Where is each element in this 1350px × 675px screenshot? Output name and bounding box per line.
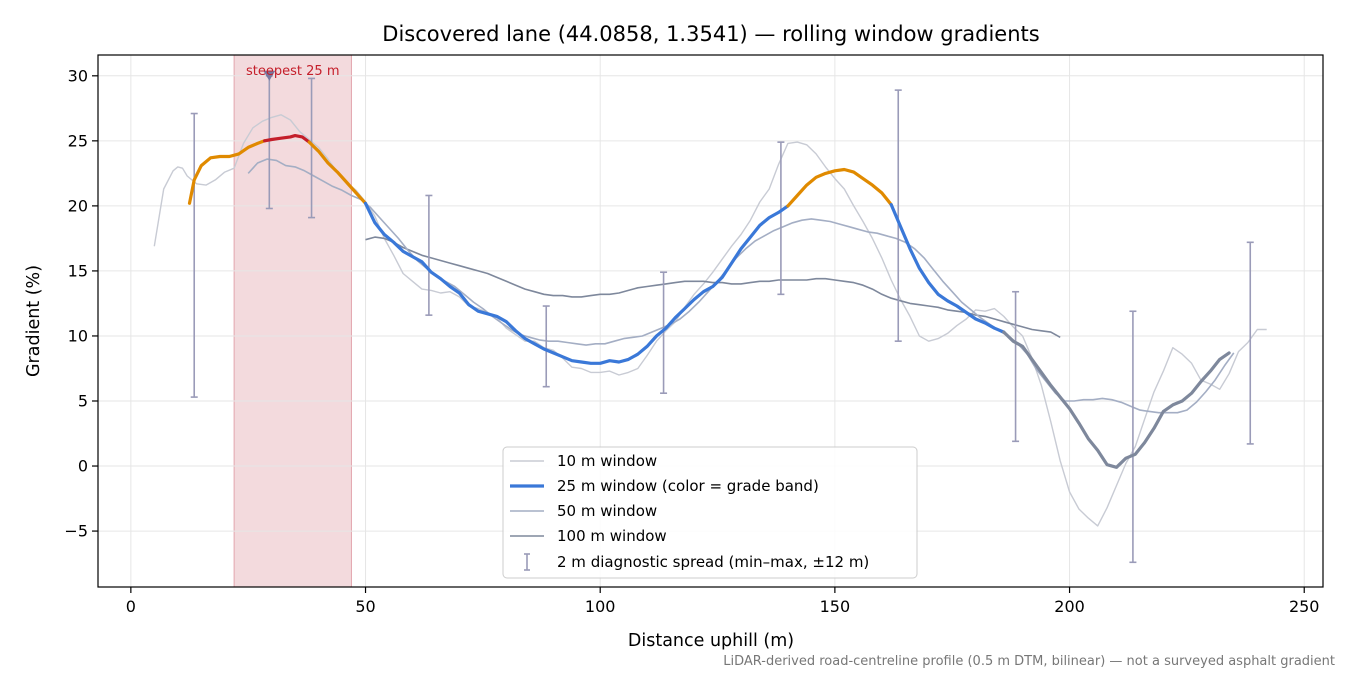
spread-bar [894,89,902,342]
legend-item-w25: 25 m window (color = grade band) [510,477,819,495]
x-tick-label: 150 [820,597,851,616]
legend-item-w10: 10 m window [510,452,657,470]
tick-layer: 0 50 100 150 200 250 −5 0 5 10 15 20 25 30 [64,66,1319,616]
w25-segment-orange [786,167,893,208]
spread-bar [1012,290,1020,443]
w25-segment-blue [889,203,1006,334]
y-tick-label: 25 [68,131,88,150]
grid-layer [98,55,1323,587]
legend-label: 50 m window [557,502,657,520]
legend: 10 m window 25 m window (color = grade ba… [502,446,918,579]
spread-bar [777,141,785,296]
spread-bar [660,271,668,394]
legend-label: 100 m window [557,527,667,545]
spread-bar [425,194,433,316]
spread-bar [1246,241,1254,445]
y-tick-label: 0 [78,457,88,476]
y-tick-label: 10 [68,326,88,345]
y-tick-label: 15 [68,261,88,280]
w25-segment-orange [307,140,368,205]
w25-segment-red [263,134,311,144]
footnote: LiDAR-derived road-centreline profile (0… [723,654,1335,669]
w25-segment-gray [1002,330,1231,469]
w25-segment-orange [187,139,267,205]
legend-label: 2 m diagnostic spread (min–max, ±12 m) [557,553,869,571]
data-layer: steepest 25 m [153,64,1267,564]
x-tick-label: 50 [355,597,375,616]
series-line-w100 [365,236,1061,339]
y-axis-label: Gradient (%) [24,265,44,377]
y-tick-label: −5 [64,522,88,541]
w25-segment-blue [363,201,790,365]
x-tick-label: 250 [1289,597,1320,616]
plot-frame [97,54,1324,588]
legend-item-w50: 50 m window [510,502,657,520]
spread-bar [308,77,316,219]
legend-label: 10 m window [557,452,657,470]
spread-bar [190,112,198,398]
y-tick-label: 30 [68,66,88,85]
legend-item-w100: 100 m window [510,527,667,545]
chart-title: Discovered lane (44.0858, 1.3541) — roll… [382,22,1039,46]
series-line-w50 [247,158,1235,414]
x-axis-label: Distance uphill (m) [628,631,794,651]
series-line-w10 [153,114,1267,527]
legend-box [502,446,918,579]
x-tick-label: 100 [585,597,616,616]
legend-label: 25 m window (color = grade band) [557,477,819,495]
x-tick-label: 200 [1054,597,1085,616]
spread-bar [1129,310,1137,564]
steepest-label: steepest 25 m [246,64,339,79]
spread-bar [542,305,550,388]
steepest-marker [263,70,276,81]
y-tick-label: 5 [78,391,88,410]
y-tick-label: 20 [68,196,88,215]
x-tick-label: 0 [126,597,136,616]
legend-item-spread: 2 m diagnostic spread (min–max, ±12 m) [524,553,869,571]
